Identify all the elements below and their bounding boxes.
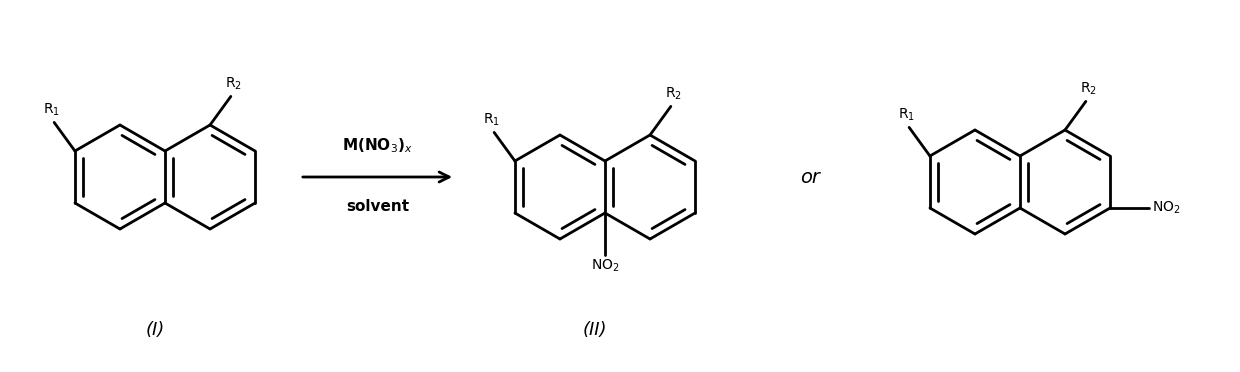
Text: R$_1$: R$_1$: [898, 107, 915, 123]
Text: (I): (I): [145, 321, 165, 339]
Text: NO$_2$: NO$_2$: [1152, 200, 1180, 216]
Text: R$_2$: R$_2$: [224, 76, 242, 92]
Text: or: or: [800, 167, 820, 186]
Text: solvent: solvent: [346, 199, 409, 214]
Text: NO$_2$: NO$_2$: [590, 257, 619, 273]
Text: R$_1$: R$_1$: [484, 112, 500, 128]
Text: R$_2$: R$_2$: [665, 86, 682, 102]
Text: R$_1$: R$_1$: [43, 102, 60, 118]
Text: M(NO$_3$)$_x$: M(NO$_3$)$_x$: [342, 136, 413, 155]
Text: (II): (II): [583, 321, 608, 339]
Text: R$_2$: R$_2$: [1080, 81, 1097, 97]
